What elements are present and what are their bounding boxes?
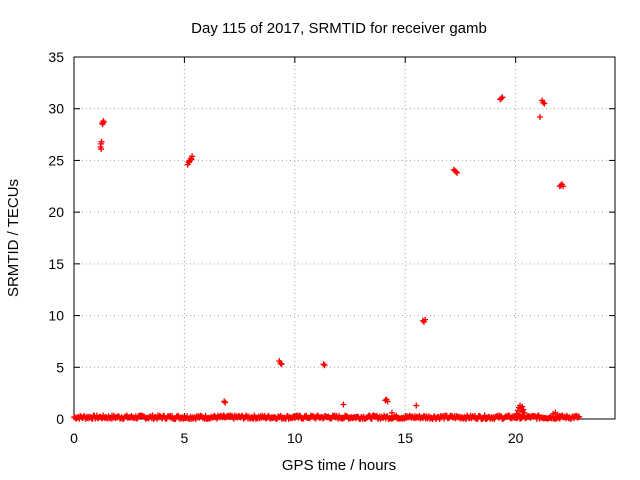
data-point: [517, 411, 524, 418]
y-tick-label: 10: [48, 308, 64, 324]
baseline-point: [576, 413, 583, 420]
data-point: [556, 412, 563, 419]
y-tick-label: 15: [48, 256, 64, 272]
data-point: [514, 407, 521, 414]
data-point: [519, 403, 526, 410]
y-tick-label: 0: [56, 411, 64, 427]
data-points: [71, 94, 583, 422]
data-point: [541, 100, 548, 107]
data-point: [98, 146, 105, 153]
data-point: [499, 94, 506, 101]
y-tick-label: 20: [48, 204, 64, 220]
x-tick-label: 10: [287, 430, 303, 446]
data-point: [340, 401, 347, 408]
data-point: [320, 361, 327, 368]
data-point: [513, 410, 520, 417]
y-tick-label: 5: [56, 359, 64, 375]
data-point: [454, 169, 461, 176]
x-tick-label: 15: [397, 430, 413, 446]
y-axis-label: SRMTID / TECUs: [5, 179, 22, 297]
data-point: [520, 406, 527, 413]
data-point: [221, 398, 228, 405]
data-point: [388, 409, 395, 416]
data-point: [498, 95, 505, 102]
chart-title: Day 115 of 2017, SRMTID for receiver gam…: [191, 20, 487, 37]
x-tick-label: 0: [70, 430, 78, 446]
data-point: [521, 409, 528, 416]
baseline-point: [368, 415, 375, 422]
plot-frame: [73, 56, 616, 420]
data-point: [99, 121, 106, 128]
data-point: [540, 99, 547, 106]
x-tick-label: 5: [181, 430, 189, 446]
y-tick-label: 30: [48, 101, 64, 117]
x-axis-label: GPS time / hours: [282, 457, 396, 474]
data-point: [413, 402, 420, 409]
data-point: [321, 362, 328, 369]
data-point: [384, 398, 391, 405]
y-tick-label: 25: [48, 152, 64, 168]
data-point: [422, 316, 429, 323]
data-point: [98, 138, 105, 145]
axis-ticks: 0 5 10 15 20 0 5 10 15 20 25 30 35: [48, 49, 615, 446]
data-point: [189, 153, 196, 160]
data-point: [560, 183, 567, 190]
baseline-point: [481, 412, 488, 419]
data-point: [222, 399, 229, 406]
data-point: [277, 360, 284, 367]
data-point: [536, 113, 543, 120]
data-point: [188, 156, 195, 163]
data-point: [453, 168, 460, 175]
y-tick-label: 35: [48, 49, 64, 65]
baseline-point: [476, 412, 483, 419]
grid: [74, 57, 615, 419]
x-tick-label: 20: [508, 430, 524, 446]
data-point: [278, 361, 285, 368]
